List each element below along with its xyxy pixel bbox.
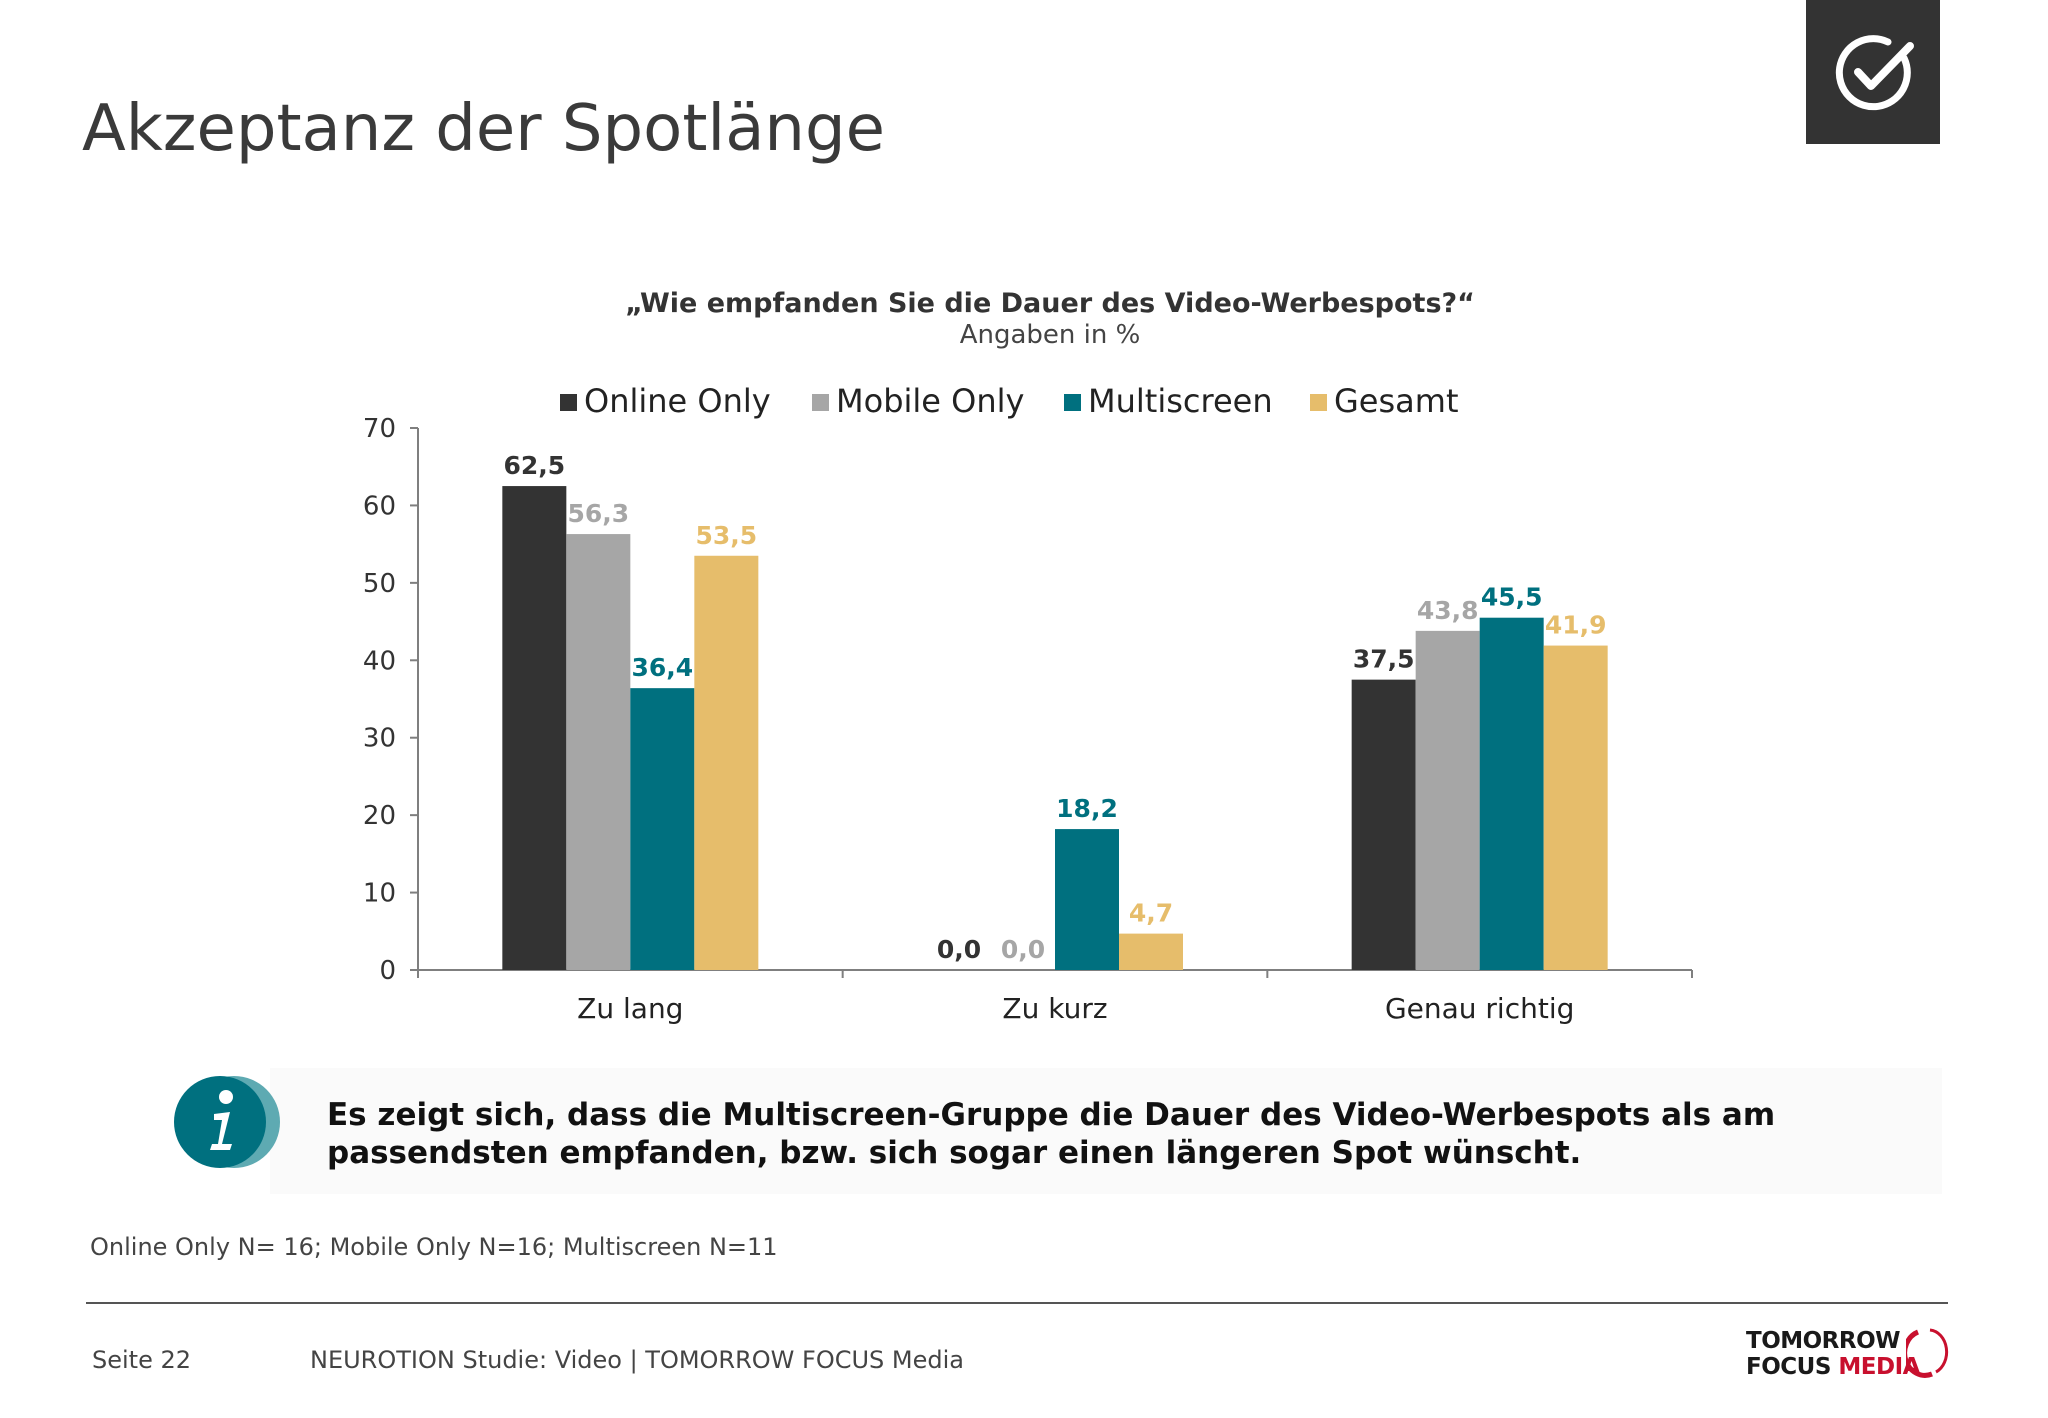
- bar: [1415, 630, 1480, 970]
- y-tick-label: 30: [363, 724, 396, 754]
- y-tick-label: 0: [379, 956, 396, 986]
- bar: [1055, 829, 1119, 970]
- data-label: 56,3: [567, 499, 629, 528]
- y-tick-label: 10: [363, 879, 396, 909]
- tomorrow-focus-media-logo: TOMORROW FOCUS MEDIA: [1746, 1324, 1956, 1380]
- legend-label: Mobile Only: [836, 382, 1024, 420]
- footer-divider: [86, 1302, 1948, 1304]
- data-label: 43,8: [1417, 596, 1479, 625]
- bar: [1479, 617, 1544, 970]
- x-category-label: Zu kurz: [1002, 992, 1107, 1025]
- data-label: 4,7: [1129, 899, 1173, 928]
- data-label: 53,5: [695, 521, 757, 550]
- info-circle-icon: [174, 1076, 280, 1168]
- y-tick-label: 20: [363, 801, 396, 831]
- bar: [630, 688, 695, 970]
- logo-line1: TOMORROW: [1746, 1328, 1901, 1354]
- data-label: 18,2: [1056, 794, 1118, 823]
- checkmark-badge: [1806, 0, 1940, 144]
- data-label: 0,0: [937, 935, 981, 964]
- page-title: Akzeptanz der Spotlänge: [82, 92, 885, 166]
- bar: [1119, 933, 1183, 970]
- chart-question: „Wie empfanden Sie die Dauer des Video-W…: [625, 288, 1475, 319]
- data-label: 62,5: [503, 451, 565, 480]
- y-tick-label: 60: [363, 491, 396, 521]
- legend-label: Online Only: [584, 382, 771, 420]
- legend-swatch: [1310, 394, 1327, 411]
- footer-source: NEUROTION Studie: Video | TOMORROW FOCUS…: [310, 1346, 964, 1374]
- insight-band: [270, 1068, 1942, 1194]
- sample-size-note: Online Only N= 16; Mobile Only N=16; Mul…: [90, 1233, 778, 1261]
- insight-text: Es zeigt sich, dass die Multiscreen-Grup…: [327, 1097, 1776, 1171]
- y-tick-label: 50: [363, 569, 396, 599]
- data-label: 41,9: [1545, 611, 1607, 640]
- legend-swatch: [1064, 394, 1081, 411]
- chart-unit-note: Angaben in %: [959, 320, 1141, 350]
- data-label: 36,4: [631, 653, 693, 682]
- logo-focus: FOCUS: [1746, 1354, 1839, 1380]
- logo-line2: FOCUS MEDIA: [1746, 1354, 1920, 1380]
- legend-swatch: [560, 394, 577, 411]
- x-category-label: Genau richtig: [1385, 992, 1574, 1025]
- legend-label: Multiscreen: [1088, 382, 1273, 420]
- checkmark-circle-icon: [1835, 35, 1914, 111]
- y-tick-label: 40: [363, 646, 396, 676]
- legend-swatch: [812, 394, 829, 411]
- bar: [566, 534, 631, 970]
- page-number: Seite 22: [92, 1346, 192, 1374]
- bar: [694, 555, 759, 970]
- bar: [1543, 645, 1608, 970]
- legend-label: Gesamt: [1334, 382, 1458, 420]
- data-label: 0,0: [1001, 935, 1045, 964]
- data-label: 37,5: [1353, 645, 1415, 674]
- bar-chart: 0 10 20 30 40 50 60 70 Zu lang 62,556,3 36,4 53,5 Zu…: [363, 382, 1693, 1025]
- y-tick-label: 70: [363, 414, 396, 444]
- x-category-label: Zu lang: [577, 992, 683, 1025]
- data-label: 45,5: [1481, 583, 1543, 612]
- bar: [502, 486, 567, 970]
- bar: [1351, 679, 1416, 970]
- logo-ring-icon: [1906, 1328, 1949, 1378]
